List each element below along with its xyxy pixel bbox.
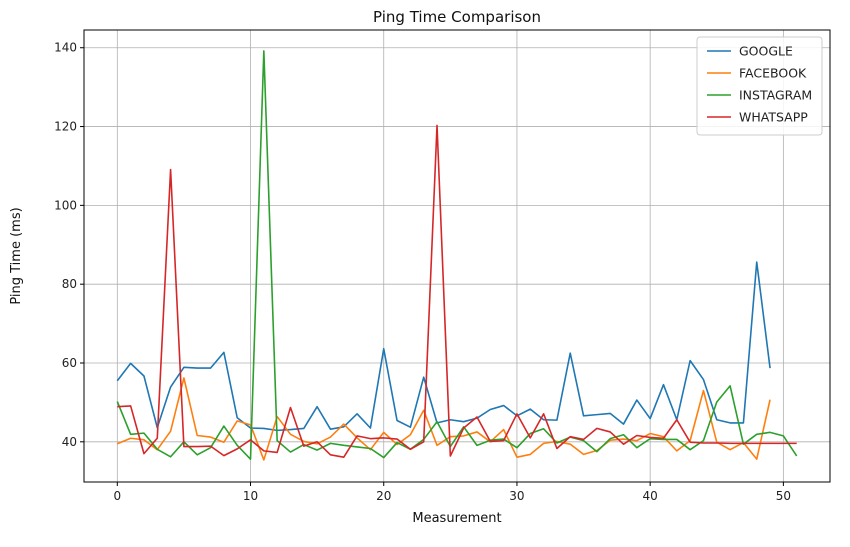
- chart-title: Ping Time Comparison: [373, 8, 541, 26]
- series-line-facebook: [116, 377, 771, 461]
- axis-ticks: 0 10 20 30 40 50 40 60 80 100 120 140: [54, 41, 791, 503]
- y-tick-label: 120: [54, 120, 77, 134]
- x-axis-label: Measurement: [412, 511, 501, 526]
- y-tick-label: 100: [54, 198, 77, 212]
- series-line-whatsapp: [117, 124, 797, 458]
- x-tick-label: 50: [776, 489, 791, 503]
- x-tick-label: 20: [376, 489, 391, 503]
- x-tick-label: 40: [643, 489, 658, 503]
- legend: GOOGLE FACEBOOK INSTAGRAM WHATSAPP: [696, 36, 823, 136]
- y-tick-label: 140: [54, 41, 77, 55]
- x-tick-label: 0: [113, 489, 121, 503]
- x-tick-label: 30: [509, 489, 524, 503]
- legend-label: GOOGLE: [739, 44, 793, 59]
- plot-frame: [83, 29, 831, 483]
- legend-label: WHATSAPP: [739, 110, 808, 125]
- legend-box: [696, 36, 823, 136]
- y-tick-label: 80: [62, 277, 77, 291]
- series-line-google: [116, 261, 771, 432]
- x-tick-label: 10: [243, 489, 258, 503]
- y-axis-label: Ping Time (ms): [9, 207, 24, 304]
- series-line-instagram: [116, 50, 798, 460]
- series-lines: [116, 50, 798, 461]
- legend-label: INSTAGRAM: [739, 88, 812, 103]
- legend-label: FACEBOOK: [739, 66, 807, 81]
- y-tick-label: 60: [62, 356, 77, 370]
- y-tick-label: 40: [62, 435, 77, 449]
